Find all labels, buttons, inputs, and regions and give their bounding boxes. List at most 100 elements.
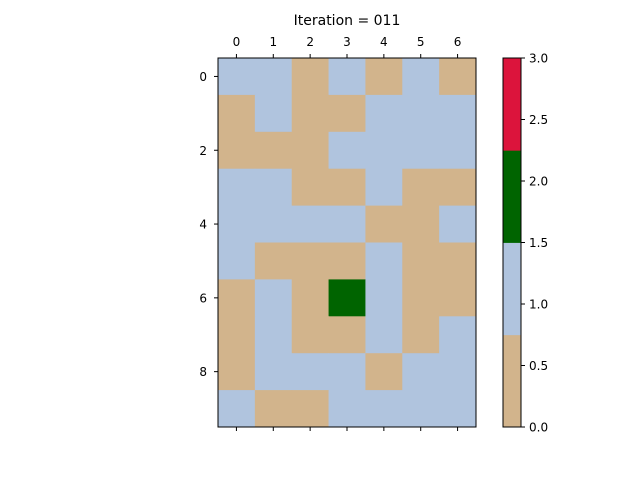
heatmap-cell: [402, 390, 440, 428]
heatmap-cell: [218, 131, 256, 170]
y-tick-label: 8: [199, 365, 207, 379]
heatmap-cell: [365, 131, 403, 170]
heatmap-cell: [328, 94, 366, 133]
heatmap-cell: [254, 94, 293, 133]
heatmap-cell: [439, 94, 477, 133]
y-tick-label: 6: [199, 291, 207, 305]
colorbar-band: [503, 58, 521, 151]
heatmap-cell: [402, 279, 440, 317]
x-tick-label: 4: [380, 35, 388, 49]
colorbar-band: [503, 242, 521, 336]
heatmap-cell: [254, 353, 293, 391]
heatmap-cell: [254, 390, 293, 428]
x-tick-label: 6: [454, 35, 462, 49]
heatmap-cell: [328, 242, 366, 280]
heatmap-cell: [439, 58, 477, 96]
colorbar-band: [503, 150, 521, 243]
heatmap-cell: [291, 390, 329, 428]
heatmap-cell: [254, 316, 293, 354]
x-tick-label: 0: [233, 35, 241, 49]
heatmap-cell: [291, 168, 329, 206]
x-tick-label: 1: [269, 35, 277, 49]
heatmap-cell: [328, 168, 366, 206]
heatmap-cell: [218, 316, 256, 354]
colorbar-tick-label: 3.0: [529, 52, 548, 66]
heatmap-cell: [291, 94, 329, 133]
heatmap-cell: [291, 279, 329, 317]
heatmap-cell: [439, 242, 477, 280]
heatmap-cell: [365, 94, 403, 133]
heatmap-cell: [254, 279, 293, 317]
colorbar-tick-label: 0.5: [529, 359, 548, 373]
heatmap-cell: [402, 205, 440, 243]
heatmap-cell: [218, 279, 256, 317]
heatmap-cell: [291, 353, 329, 391]
heatmap-cell: [254, 205, 293, 243]
y-axis-ticks: 0 2 4 6 8: [199, 70, 218, 379]
heatmap-cell: [291, 205, 329, 243]
colorbar-tick-label: 2.5: [529, 113, 548, 127]
heatmap-cell: [365, 316, 403, 354]
heatmap-cell: [291, 58, 329, 96]
heatmap-cell: [402, 131, 440, 170]
heatmap-cell: [291, 131, 329, 170]
heatmap-cell: [328, 353, 366, 391]
heatmap-cell: [402, 242, 440, 280]
heatmap-cells: [218, 58, 477, 428]
heatmap-cell: [439, 390, 477, 428]
heatmap-cell: [439, 131, 477, 170]
heatmap-cell: [402, 168, 440, 206]
heatmap-cell: [218, 58, 256, 96]
x-tick-label: 2: [306, 35, 314, 49]
x-tick-label: 5: [417, 35, 425, 49]
heatmap-cell: [439, 168, 477, 206]
heatmap-cell: [365, 205, 403, 243]
colorbar-band: [503, 334, 521, 428]
heatmap-cell: [365, 390, 403, 428]
heatmap-cell: [254, 242, 293, 280]
heatmap-cell: [254, 58, 293, 96]
heatmap-cell: [328, 279, 366, 317]
heatmap-cell: [254, 131, 293, 170]
heatmap-cell: [439, 316, 477, 354]
heatmap-cell: [218, 205, 256, 243]
x-axis-ticks: 0 1 2 3 4 5 6: [233, 35, 462, 431]
heatmap-cell: [291, 242, 329, 280]
heatmap-cell: [218, 390, 256, 428]
colorbar: [503, 58, 521, 428]
heatmap-cell: [365, 353, 403, 391]
heatmap-cell: [365, 279, 403, 317]
colorbar-tick-label: 0.0: [529, 421, 548, 435]
heatmap-cell: [328, 205, 366, 243]
heatmap-cell: [365, 58, 403, 96]
colorbar-tick-label: 1.5: [529, 236, 548, 250]
heatmap-cell: [439, 205, 477, 243]
colorbar-tick-label: 1.0: [529, 298, 548, 312]
heatmap-cell: [328, 390, 366, 428]
chart-title: Iteration = 011: [294, 13, 401, 29]
heatmap-cell: [218, 94, 256, 133]
heatmap-cell: [439, 353, 477, 391]
y-tick-label: 4: [199, 218, 207, 232]
heatmap-cell: [328, 316, 366, 354]
heatmap-cell: [254, 168, 293, 206]
heatmap-cell: [218, 168, 256, 206]
y-tick-label: 0: [199, 70, 207, 84]
heatmap-cell: [402, 58, 440, 96]
colorbar-ticks: 0.0 0.5 1.0 1.5 2.0 2.5 3.0: [521, 52, 548, 435]
x-tick-label: 3: [343, 35, 351, 49]
colorbar-tick-label: 2.0: [529, 175, 548, 189]
heatmap-cell: [328, 131, 366, 170]
heatmap-cell: [402, 316, 440, 354]
heatmap-cell: [291, 316, 329, 354]
heatmap-cell: [218, 353, 256, 391]
heatmap-cell: [365, 168, 403, 206]
heatmap-cell: [402, 353, 440, 391]
heatmap-cell: [218, 242, 256, 280]
heatmap-cell: [365, 242, 403, 280]
heatmap-cell: [439, 279, 477, 317]
heatmap-cell: [402, 94, 440, 133]
y-tick-label: 2: [199, 144, 207, 158]
heatmap-cell: [328, 58, 366, 96]
